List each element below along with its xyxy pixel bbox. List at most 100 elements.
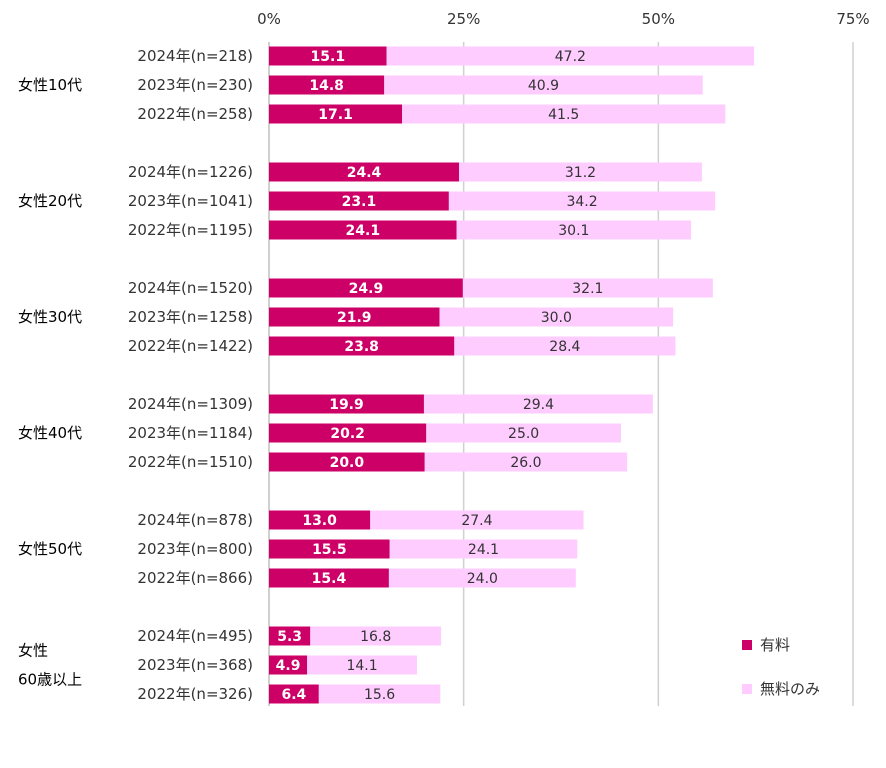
row-label: 2023年(n=800) [137,540,253,558]
bar-paid [269,626,311,646]
value-label-free-only: 27.4 [461,513,492,529]
value-label-paid: 21.9 [337,310,372,326]
value-label-paid: 13.0 [302,513,337,529]
value-label-paid: 20.0 [330,455,365,471]
value-label-paid: 20.2 [330,426,365,442]
row-label: 2024年(n=1520) [128,279,253,297]
row-label: 2024年(n=1226) [128,163,253,181]
group-label: 女性10代 [18,76,82,94]
value-label-free-only: 41.5 [548,107,579,123]
bar-paid [269,452,425,472]
bar-paid [269,510,371,530]
row-label: 2023年(n=1184) [128,424,253,442]
bar-free-only [386,46,755,66]
legend-swatch [742,684,752,694]
bar-layer [269,46,755,704]
bar-paid [269,655,308,675]
value-label-free-only: 31.2 [565,165,596,181]
value-label-paid: 15.4 [312,571,347,587]
row-label: 2024年(n=218) [137,47,253,65]
value-label-free-only: 16.8 [360,629,391,645]
bar-free-only [389,539,578,559]
bar-paid [269,162,459,182]
bar-free-only [424,452,628,472]
value-label-free-only: 47.2 [555,49,586,65]
bar-paid [269,423,427,443]
x-tick-label: 0% [257,10,281,28]
row-label: 2024年(n=1309) [128,395,253,413]
value-label-paid: 24.9 [349,281,384,297]
row-label: 2023年(n=1258) [128,308,253,326]
value-label-free-only: 15.6 [364,687,395,703]
bar-free-only [448,191,716,211]
value-label-free-only: 28.4 [549,339,580,355]
bar-free-only [370,510,584,530]
value-label-free-only: 24.1 [468,542,499,558]
x-tick-label: 25% [447,10,480,28]
value-label-free-only: 14.1 [346,658,377,674]
bar-free-only [426,423,621,443]
value-label-free-only: 30.1 [558,223,589,239]
row-label: 2022年(n=1195) [128,221,253,239]
bar-paid [269,568,389,588]
bar-free-only [307,655,417,675]
value-label-free-only: 29.4 [523,397,554,413]
value-label-paid: 24.1 [346,223,381,239]
row-label: 2022年(n=258) [137,105,253,123]
row-label: 2024年(n=495) [137,627,253,645]
grid-layer [268,42,854,706]
value-label-paid: 19.9 [329,397,364,413]
value-label-free-only: 25.0 [508,426,539,442]
bar-paid [269,336,455,356]
value-label-free-only: 40.9 [528,78,559,94]
group-label: 女性20代 [18,192,82,210]
value-label-paid: 4.9 [276,658,301,674]
bar-paid [269,278,463,298]
bar-free-only [318,684,441,704]
value-label-free-only: 32.1 [572,281,603,297]
row-label: 2024年(n=878) [137,511,253,529]
bar-free-only [439,307,674,327]
value-label-paid: 17.1 [318,107,353,123]
group-label: 女性 [18,642,48,660]
group-label: 女性40代 [18,424,82,442]
value-label-paid: 15.5 [312,542,347,558]
row-label: 2022年(n=326) [137,685,253,703]
row-label: 2023年(n=1041) [128,192,253,210]
bar-free-only [384,75,703,95]
bar-free-only [423,394,653,414]
bar-paid [269,46,387,66]
legend-label: 有料 [760,636,790,654]
value-label-paid: 23.8 [344,339,379,355]
bar-paid [269,191,449,211]
value-label-free-only: 34.2 [566,194,597,210]
bar-free-only [458,162,702,182]
row-label: 2022年(n=1510) [128,453,253,471]
row-label: 2022年(n=866) [137,569,253,587]
bar-paid [269,394,424,414]
bar-paid [269,307,440,327]
row-label: 2023年(n=230) [137,76,253,94]
bar-paid [269,104,403,124]
value-label-paid: 5.3 [277,629,302,645]
bar-paid [269,75,385,95]
group-label: 60歳以上 [18,671,82,689]
bar-free-only [456,220,692,240]
bar-paid [269,539,390,559]
value-label-paid: 23.1 [342,194,377,210]
bar-free-only [388,568,576,588]
row-label: 2023年(n=368) [137,656,253,674]
label-layer: 0% 25% 50% 75% 15.1 47.2 2024年(n=218) 14.8 40.9 2… [18,10,870,703]
bar-free-only [454,336,676,356]
bar-free-only [462,278,713,298]
x-tick-label: 75% [836,10,869,28]
value-label-paid: 6.4 [282,687,307,703]
value-label-free-only: 26.0 [510,455,541,471]
value-label-paid: 14.8 [309,78,344,94]
group-label: 女性50代 [18,540,82,558]
legend-swatch [742,640,752,650]
value-label-paid: 24.4 [347,165,382,181]
row-label: 2022年(n=1422) [128,337,253,355]
